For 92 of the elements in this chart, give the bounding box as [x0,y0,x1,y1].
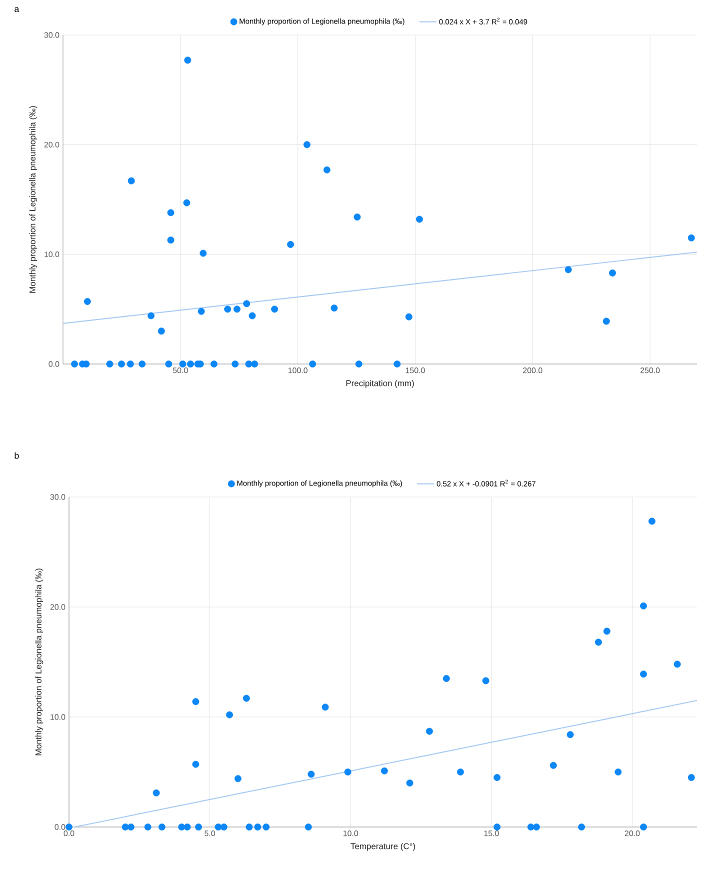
point [456,768,464,776]
point [192,760,200,768]
point [148,312,155,320]
text: a [14,7,20,12]
point [184,824,191,830]
x-axis-title: Temperature (C°) [350,843,415,851]
point [578,824,586,830]
point [564,266,572,274]
point [234,775,242,782]
point [122,824,129,830]
point [178,824,186,830]
y-axis-title: Monthly proportion of Legionella pneumophila (‰) [35,568,44,756]
point [126,360,134,368]
point [71,360,78,368]
point [200,250,207,257]
point [66,824,72,830]
point [214,824,222,830]
point [287,240,294,248]
point [416,216,423,223]
point [674,660,681,668]
point [84,298,91,305]
point [594,638,602,646]
x-axis-title: Precipitation (mm) [346,380,414,388]
point [322,704,329,711]
point [158,824,166,830]
point [308,770,315,778]
point [354,214,361,221]
point [167,236,174,244]
point [330,304,338,312]
text: b [14,452,19,459]
point [254,824,262,830]
point [251,360,258,368]
point [602,318,610,325]
point [183,199,190,206]
point [304,824,312,830]
point [248,312,256,320]
point [494,824,501,830]
point [406,780,414,786]
point [688,774,695,781]
point [603,628,610,635]
point [220,824,228,830]
point [138,360,146,368]
point [566,731,574,738]
point [494,774,501,781]
y-axis-title: Monthly proportion of Legionella pneumophila (‰) [29,106,38,293]
point [232,360,239,368]
point [192,698,200,706]
point [262,824,270,830]
point [394,360,401,368]
point [271,306,278,313]
point [242,694,250,702]
point [614,768,622,776]
point [144,824,152,830]
point [187,360,194,368]
point [533,824,540,830]
point [184,56,192,64]
point [198,308,205,315]
point [482,677,490,684]
point [640,824,647,830]
point [608,269,616,276]
point [640,670,647,678]
point [106,360,114,368]
point [550,762,557,769]
point [442,675,450,682]
point [158,328,165,335]
point [118,360,125,368]
point [243,300,250,308]
point [303,141,310,148]
point [210,360,218,368]
point [128,177,135,184]
point [405,313,412,320]
point [344,768,352,776]
point [426,728,433,735]
point [234,306,240,313]
point [226,711,234,718]
point [355,360,362,368]
point [152,789,160,796]
point [179,360,186,368]
point [648,518,656,525]
point [195,824,202,830]
point [127,824,134,830]
point [309,360,316,368]
point [246,824,253,830]
point [167,209,174,216]
point [165,360,172,368]
point [640,602,647,610]
point [245,360,252,368]
point [380,767,388,774]
point [688,234,695,242]
point [527,824,534,830]
point [323,166,330,174]
point [224,306,232,313]
